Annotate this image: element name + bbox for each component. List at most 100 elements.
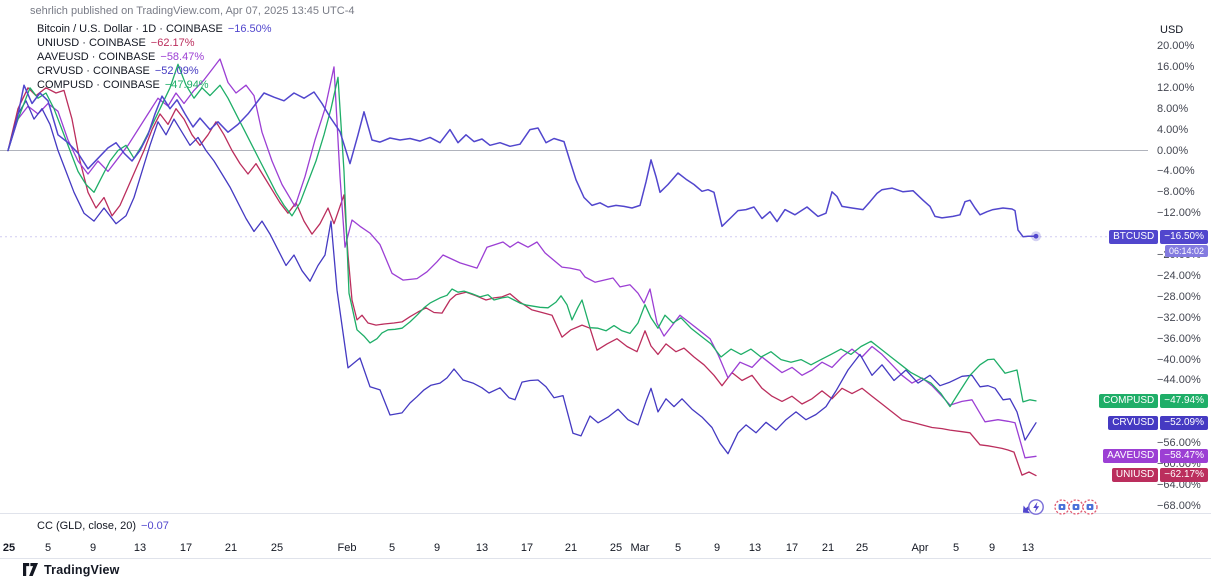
price-value-badge: −58.47% bbox=[1160, 449, 1208, 464]
legend-row-aaveusd[interactable]: AAVEUSD · COINBASE −58.47% bbox=[37, 51, 272, 64]
legend-row-crvusd[interactable]: CRVUSD · COINBASE −52.09% bbox=[37, 65, 272, 78]
footer-separator bbox=[0, 558, 1211, 559]
time-scale-label: 5 bbox=[44, 542, 52, 554]
bar-countdown-timer: 06:14:02 bbox=[1164, 244, 1208, 257]
legend-change-value: −47.94% bbox=[164, 79, 209, 91]
time-scale-label: 21 bbox=[224, 542, 238, 554]
time-scale-label: 9 bbox=[89, 542, 97, 554]
series-line-btcusd[interactable] bbox=[7, 84, 1037, 238]
price-scale-tick: −68.00% bbox=[1157, 499, 1201, 512]
price-label-uniusd: UNIUSD −62.17% bbox=[1094, 468, 1208, 483]
time-scale-label: 5 bbox=[674, 542, 682, 554]
time-scale-label: 13 bbox=[748, 542, 762, 554]
price-scale-tick: −28.00% bbox=[1157, 290, 1201, 303]
legend-symbol-title: COMPUSD · COINBASE bbox=[37, 79, 160, 91]
time-scale[interactable]: 25 5 9 13 17 21 25 Feb 5 9 13 17 21 25 Mar 5 9 13 17 21 25 Ap… bbox=[0, 542, 1211, 556]
time-scale-label: 5 bbox=[952, 542, 960, 554]
price-scale-tick: −8.00% bbox=[1157, 186, 1195, 199]
symbol-tag: BTCUSD bbox=[1109, 229, 1159, 244]
time-scale-label: 17 bbox=[520, 542, 534, 554]
price-scale-tick: −64.00% bbox=[1157, 479, 1201, 492]
publish-note: sehrlich published on TradingView.com, A… bbox=[30, 5, 355, 17]
indicator-legend-cc[interactable]: CC (GLD, close, 20) −0.07 bbox=[37, 520, 169, 532]
price-scale-tick: −32.00% bbox=[1157, 311, 1201, 324]
price-scale-tick: −4.00% bbox=[1157, 165, 1195, 178]
time-scale-label: 25 bbox=[270, 542, 284, 554]
price-scale-tick: 20.00% bbox=[1157, 39, 1195, 52]
legend-change-value: −52.09% bbox=[154, 65, 199, 77]
reaction-badge-icon[interactable] bbox=[1082, 499, 1098, 515]
price-label-crvusd: CRVUSD −52.09% bbox=[1094, 415, 1208, 430]
legend-row-compusd[interactable]: COMPUSD · COINBASE −47.94% bbox=[37, 79, 272, 92]
time-scale-label: 9 bbox=[433, 542, 441, 554]
time-scale-label: Mar bbox=[630, 542, 650, 554]
time-scale-label: 25 bbox=[2, 542, 16, 554]
time-scale-label: 5 bbox=[388, 542, 396, 554]
pane-separator[interactable] bbox=[0, 513, 1211, 514]
price-value-badge: −62.17% bbox=[1160, 468, 1208, 483]
time-scale-label: 25 bbox=[855, 542, 869, 554]
price-scale-tick: 16.00% bbox=[1157, 60, 1195, 73]
price-scale-tick: −44.00% bbox=[1157, 374, 1201, 387]
price-scale-tick: −56.00% bbox=[1157, 437, 1201, 450]
series-line-crvusd[interactable] bbox=[7, 100, 1037, 455]
lightning-bolt-icon bbox=[1033, 501, 1040, 513]
series-line-uniusd[interactable] bbox=[7, 87, 1037, 477]
time-scale-label: Feb bbox=[337, 542, 357, 554]
price-scale-tick: 8.00% bbox=[1157, 102, 1189, 115]
price-value-badge: −16.50% bbox=[1160, 229, 1208, 244]
legend-row-uniusd[interactable]: UNIUSD · COINBASE −62.17% bbox=[37, 37, 272, 50]
time-scale-label: 17 bbox=[179, 542, 193, 554]
symbol-tag: UNIUSD bbox=[1111, 468, 1159, 483]
time-scale-label: Apr bbox=[911, 542, 929, 554]
symbol-tag: AAVEUSD bbox=[1103, 449, 1159, 464]
legend-symbol-title: CRVUSD · COINBASE bbox=[37, 65, 150, 77]
symbol-tag: CRVUSD bbox=[1108, 415, 1159, 430]
reaction-icons-cluster[interactable] bbox=[1020, 496, 1098, 518]
reaction-badge-icon[interactable] bbox=[1054, 499, 1070, 515]
last-price-dot bbox=[1033, 233, 1039, 239]
time-scale-label: 9 bbox=[713, 542, 721, 554]
price-scale-tick: −24.00% bbox=[1157, 269, 1201, 282]
price-scale-tick: 12.00% bbox=[1157, 81, 1195, 94]
legend-symbol-title: AAVEUSD · COINBASE bbox=[37, 51, 156, 63]
symbol-legend: Bitcoin / U.S. Dollar · 1D · COINBASE −16… bbox=[37, 23, 272, 92]
legend-symbol-title: Bitcoin / U.S. Dollar · 1D · COINBASE bbox=[37, 23, 223, 35]
series-line-compusd[interactable] bbox=[7, 63, 1037, 408]
price-value-badge: −52.09% bbox=[1160, 415, 1208, 430]
price-scale-tick: 4.00% bbox=[1157, 123, 1189, 136]
time-scale-label: 13 bbox=[133, 542, 147, 554]
legend-symbol-title: UNIUSD · COINBASE bbox=[37, 37, 146, 49]
price-scale-tick: −12.00% bbox=[1157, 207, 1201, 220]
time-scale-label: 13 bbox=[475, 542, 489, 554]
price-scale-currency: USD bbox=[1160, 24, 1184, 36]
time-scale-label: 21 bbox=[564, 542, 578, 554]
footer-branding: TradingView bbox=[22, 562, 120, 577]
price-scale-tick: 0.00% bbox=[1157, 144, 1189, 157]
price-label-compusd: COMPUSD −47.94% bbox=[1094, 394, 1208, 409]
reaction-badge-icon[interactable] bbox=[1068, 499, 1084, 515]
brand-name: TradingView bbox=[44, 562, 120, 577]
series-line-aaveusd[interactable] bbox=[7, 58, 1037, 459]
symbol-tag: COMPUSD bbox=[1099, 394, 1159, 409]
legend-change-value: −58.47% bbox=[160, 51, 205, 63]
legend-row-btcusd[interactable]: Bitcoin / U.S. Dollar · 1D · COINBASE −16… bbox=[37, 23, 272, 36]
indicator-label: CC (GLD, close, 20) bbox=[37, 520, 137, 532]
time-scale-label: 9 bbox=[988, 542, 996, 554]
time-scale-label: 25 bbox=[609, 542, 623, 554]
price-scale-tick: −40.00% bbox=[1157, 353, 1201, 366]
price-value-badge: −47.94% bbox=[1160, 394, 1208, 409]
tradingview-logo-icon bbox=[23, 563, 38, 576]
legend-change-value: −16.50% bbox=[227, 23, 272, 35]
price-label-btcusd: BTCUSD −16.50% 06:14:02 bbox=[1094, 229, 1208, 257]
time-scale-label: 13 bbox=[1021, 542, 1035, 554]
time-scale-label: 21 bbox=[821, 542, 835, 554]
indicator-value: −0.07 bbox=[141, 520, 169, 532]
legend-change-value: −62.17% bbox=[150, 37, 195, 49]
price-label-aaveusd: AAVEUSD −58.47% bbox=[1094, 449, 1208, 464]
time-scale-label: 17 bbox=[785, 542, 799, 554]
price-scale-tick: −36.00% bbox=[1157, 332, 1201, 345]
